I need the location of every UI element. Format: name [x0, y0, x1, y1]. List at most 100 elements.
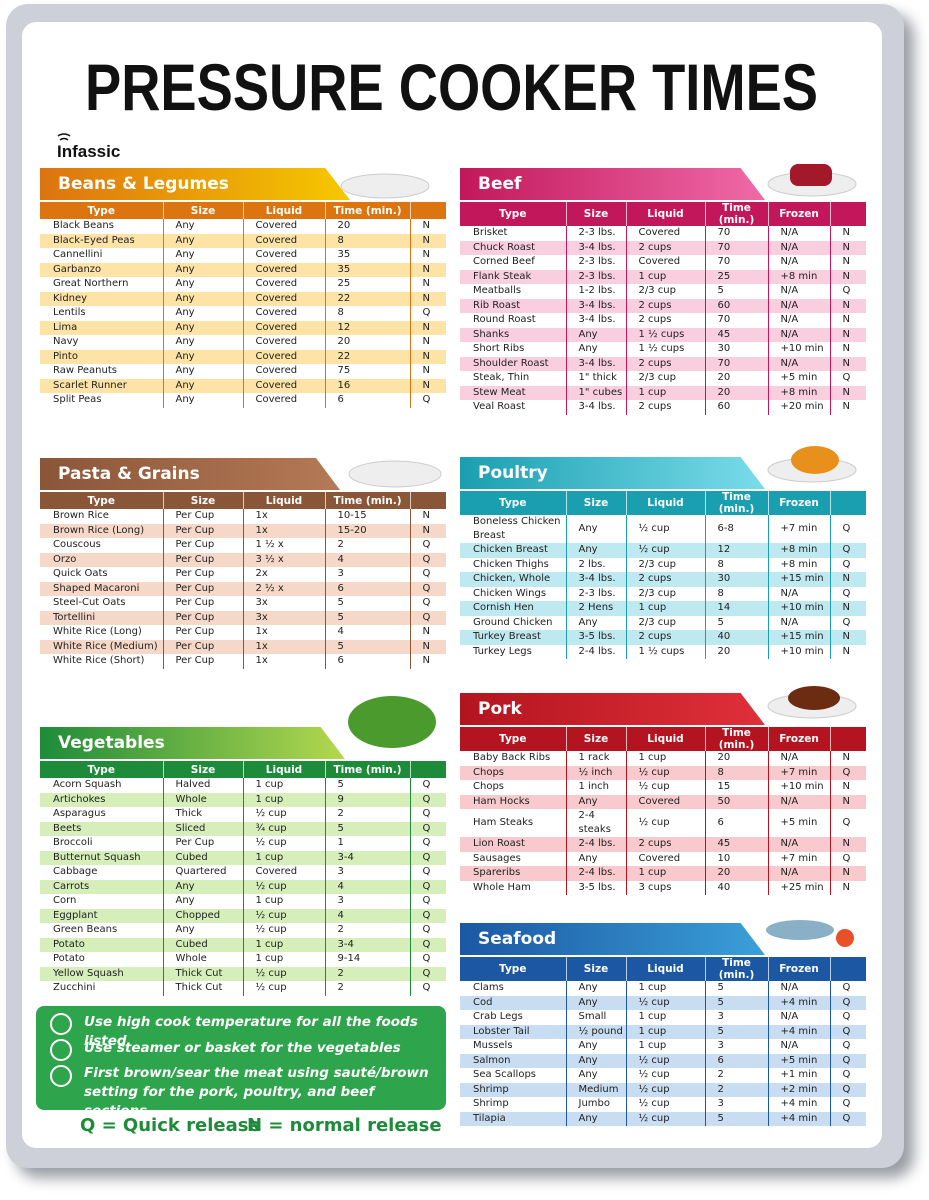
note: First brown/sear the meat using sauté/br…	[84, 1065, 429, 1119]
cell: N/A	[767, 284, 830, 299]
cell: Q	[409, 981, 446, 996]
cell: Shrimp	[473, 1098, 509, 1110]
cell: Split Peas	[53, 394, 102, 406]
cell: 1 ½ x	[242, 538, 325, 553]
cell: N	[829, 880, 866, 895]
cell: Covered	[625, 851, 705, 866]
cell: Per Cup	[162, 596, 243, 611]
brand: Infassic	[57, 142, 120, 160]
cell: ½ cup	[625, 765, 705, 780]
cell: Ground Chicken	[473, 616, 553, 628]
cell: Beets	[53, 822, 82, 834]
cell: 60	[704, 400, 768, 415]
cell: 2	[324, 966, 410, 981]
header-row: Type Size Liquid Time (min.)	[40, 761, 446, 778]
cell: +4 min	[767, 1111, 830, 1126]
table-row: Quick Oats Per Cup 2x 3 Q	[40, 567, 446, 582]
cell: Q	[829, 586, 866, 601]
column-header: Liquid	[242, 492, 325, 509]
cell: Artichokes	[53, 793, 106, 805]
cell: Any	[565, 981, 626, 996]
cell: 6	[704, 809, 768, 837]
cell: Covered	[625, 226, 705, 241]
cell: N/A	[767, 327, 830, 342]
cell: 2/3 cup	[625, 586, 705, 601]
cell: Thick	[162, 807, 243, 822]
cell: Any	[162, 335, 243, 350]
column-header: Liquid	[625, 727, 705, 751]
cell: Q	[409, 908, 446, 923]
cell: Q	[829, 1024, 866, 1039]
cell: N	[829, 866, 866, 881]
cell: +2 min	[767, 1082, 830, 1097]
cell: Any	[565, 995, 626, 1010]
cell: Q	[829, 1111, 866, 1126]
cell: Covered	[242, 277, 325, 292]
cell: 1" thick	[565, 371, 626, 386]
icon	[50, 1013, 72, 1035]
data-table: Type Size Liquid Time (min.) Black Beans Any C…	[40, 202, 446, 408]
cell: 25	[704, 269, 768, 284]
cell: Kidney	[53, 292, 88, 304]
cell: Chicken Thighs	[473, 558, 549, 570]
cell: +10 min	[767, 601, 830, 616]
notes-box: Use high cook temperature for all the fo…	[36, 1006, 446, 1119]
cell: Any	[565, 1068, 626, 1083]
cell: +10 min	[767, 342, 830, 357]
table-row: Boneless Chicken Breast Any ½ cup 6-8 +7 min…	[460, 515, 866, 543]
cell: 2-3 lbs.	[565, 226, 626, 241]
cell: N	[409, 320, 446, 335]
table-row: Corned Beef 2-3 lbs. Covered 70 N/A N	[460, 255, 866, 270]
cell: Black-Eyed Peas	[53, 234, 135, 246]
cell: 15	[704, 780, 768, 795]
cell: 1 cup	[242, 937, 325, 952]
cell: 15-20	[324, 523, 410, 538]
cell: Q	[829, 1097, 866, 1112]
legend-quick: Q = Quick release	[80, 1115, 261, 1136]
cell: ½ cup	[625, 1082, 705, 1097]
cell: 1 cup	[625, 385, 705, 400]
cell: N	[829, 794, 866, 809]
cell: 2 cups	[625, 837, 705, 852]
cell: N/A	[767, 794, 830, 809]
cell: ½ cup	[242, 836, 325, 851]
cell: 1 cup	[242, 850, 325, 865]
cell: Round Roast	[473, 314, 536, 326]
table-row: Zucchini Thick Cut ½ cup 2 Q	[40, 981, 446, 996]
cell: Salmon	[473, 1054, 511, 1066]
table-row: Scarlet Runner Any Covered 16 N	[40, 378, 446, 393]
table-row: Lion Roast 2-4 lbs. 2 cups 45 N/A N	[460, 837, 866, 852]
cell: Brown Rice (Long)	[53, 524, 145, 536]
cell: Covered	[242, 393, 325, 408]
cell: Per Cup	[162, 523, 243, 538]
cell: 20	[704, 371, 768, 386]
table-row: Broccoli Per Cup ½ cup 1 Q	[40, 836, 446, 851]
cell: Yellow Squash	[53, 967, 124, 979]
cell: White Rice (Short)	[53, 655, 145, 667]
cell: Per Cup	[162, 625, 243, 640]
cell: 20	[704, 644, 768, 659]
cell: Q	[409, 792, 446, 807]
cell: Sea Scallops	[473, 1069, 537, 1081]
cell: Q	[409, 821, 446, 836]
cell: Q	[409, 937, 446, 952]
cell: Q	[409, 952, 446, 967]
cell: 4	[324, 625, 410, 640]
cell: Chuck Roast	[473, 241, 536, 253]
cell: N	[829, 751, 866, 766]
table-row: Carrots Any ½ cup 4 Q	[40, 879, 446, 894]
table-row: Chuck Roast 3-4 lbs. 2 cups 70 N/A N	[460, 240, 866, 255]
cell: Any	[162, 378, 243, 393]
cell: Q	[829, 809, 866, 837]
cell: 70	[704, 226, 768, 241]
data-table: Type Size Liquid Time (min.) Frozen Baby Back…	[460, 727, 866, 895]
section-title: Seafood	[460, 923, 765, 955]
column-header: Size	[565, 727, 626, 751]
cell: +20 min	[767, 400, 830, 415]
cell: N	[829, 780, 866, 795]
column-header: Size	[162, 761, 243, 778]
cell: +5 min	[767, 1053, 830, 1068]
cell: N	[409, 233, 446, 248]
cell: N	[829, 572, 866, 587]
cell: Garbanzo	[53, 263, 102, 275]
